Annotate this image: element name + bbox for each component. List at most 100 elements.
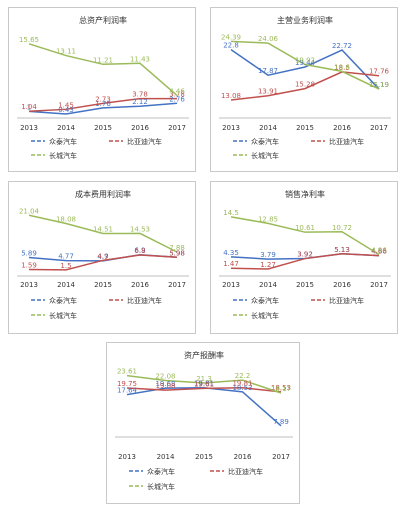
x-tick-label: 2017 xyxy=(370,281,388,289)
data-label: 18.5 xyxy=(334,64,350,72)
series-line-zhongtai xyxy=(28,102,178,115)
data-label: 19.08 xyxy=(155,382,175,390)
data-label: 5.98 xyxy=(169,249,185,257)
legend-label: 长城汽车 xyxy=(49,311,77,320)
data-label: 19.81 xyxy=(194,380,214,388)
x-tick-label: 2016 xyxy=(131,281,149,289)
series-line-byd xyxy=(126,386,282,393)
data-label: 19.68 xyxy=(155,380,175,388)
data-label: 1.45 xyxy=(58,101,74,109)
x-tick-label: 2013 xyxy=(222,124,240,132)
line-chart: 资产报酬率 2013 2014 2015 2016 2017 17.64 19.68 19.81… xyxy=(115,350,293,491)
line-chart: 成本费用利润率 2013 2014 2015 2016 2017 5.89 4.77 4.7 6.… xyxy=(17,189,189,320)
data-label: 1.76 xyxy=(95,100,111,108)
data-label: 19.92 xyxy=(295,57,315,65)
x-tick-label: 2014 xyxy=(57,281,75,289)
data-label: 23.61 xyxy=(117,368,137,376)
data-label: 7.89 xyxy=(273,418,289,426)
data-label: 21.3 xyxy=(196,375,212,383)
data-label: 10.61 xyxy=(295,224,315,232)
data-label: 6.9 xyxy=(134,247,145,255)
data-label: 3.92 xyxy=(297,251,313,259)
line-chart: 销售净利率 2013 2014 2015 2016 2017 4.35 3.79 3.92 5.1… xyxy=(219,189,391,320)
data-label: 5.98 xyxy=(169,249,185,257)
data-label: 18.17 xyxy=(271,385,291,393)
x-tick-label: 2013 xyxy=(20,124,38,132)
legend-label: 比亚迪汽车 xyxy=(329,296,364,305)
legend-zhongtai: 众泰汽车 xyxy=(31,137,77,146)
data-label: 15.65 xyxy=(19,36,39,44)
line-chart: 主营业务利润率 2013 2014 2015 2016 2017 22.8 17.87 19.4… xyxy=(219,15,391,160)
series-line-byd xyxy=(28,254,178,271)
series-line-greatwall xyxy=(28,214,178,253)
x-tick-label: 2016 xyxy=(333,281,351,289)
series-line-greatwall xyxy=(230,216,380,256)
data-label: 1.27 xyxy=(260,261,276,269)
x-tick-label: 2017 xyxy=(370,124,388,132)
data-label: 13.91 xyxy=(258,88,278,96)
legend-label: 众泰汽车 xyxy=(49,137,77,146)
data-label: 22.72 xyxy=(332,42,352,50)
chart-panel-net-sales-margin: 销售净利率 2013 2014 2015 2016 2017 4.35 3.79 3.92 5.1… xyxy=(210,181,398,334)
x-tick-label: 2015 xyxy=(94,281,112,289)
legend-byd: 比亚迪汽车 xyxy=(311,137,364,146)
series-line-greatwall xyxy=(28,43,178,97)
data-label: 15.19 xyxy=(369,81,389,89)
x-tick-label: 2015 xyxy=(195,453,213,461)
data-label: 5.13 xyxy=(334,246,350,254)
data-label: 12.85 xyxy=(258,215,278,223)
series-line-byd xyxy=(230,71,380,101)
chart-panel-cost-expense-profit: 成本费用利润率 2013 2014 2015 2016 2017 5.89 4.77 4.7 6.… xyxy=(8,181,196,334)
data-label: 2.76 xyxy=(169,95,185,103)
chart-panel-main-business-profit: 主营业务利润率 2013 2014 2015 2016 2017 22.8 17.87 19.4… xyxy=(210,7,398,172)
legend-greatwall: 长城汽车 xyxy=(233,151,279,160)
data-label: 18.6 xyxy=(334,63,350,71)
legend-label: 众泰汽车 xyxy=(251,296,279,305)
data-label: 14.5 xyxy=(223,209,239,217)
data-label: 22.8 xyxy=(223,42,239,50)
series-line-greatwall xyxy=(126,374,282,394)
data-label: 17.76 xyxy=(369,68,390,76)
legend-byd: 比亚迪汽车 xyxy=(109,296,162,305)
x-tick-label: 2017 xyxy=(168,124,186,132)
x-tick-label: 2014 xyxy=(57,124,75,132)
data-label: 4.66 xyxy=(371,248,387,256)
data-label: 24.39 xyxy=(221,33,241,41)
data-label: 7.88 xyxy=(169,244,185,252)
legend-label: 长城汽车 xyxy=(251,151,279,160)
data-label: 21.04 xyxy=(19,207,40,215)
data-label: 5.13 xyxy=(334,246,350,254)
data-label: 4.77 xyxy=(58,253,74,261)
x-tick-label: 2013 xyxy=(118,453,136,461)
data-label: 14.51 xyxy=(93,225,113,233)
series-line-byd xyxy=(28,97,177,112)
series-line-zhongtai xyxy=(126,386,282,427)
x-tick-label: 2017 xyxy=(168,281,186,289)
chart-title: 主营业务利润率 xyxy=(277,15,333,25)
series-line-greatwall xyxy=(230,40,380,90)
legend-label: 长城汽车 xyxy=(251,311,279,320)
line-chart: 总资产利润率 2013 2014 2015 2016 2017 1 0.43 1.76 2.12 2… xyxy=(17,15,189,160)
x-tick-label: 2016 xyxy=(131,124,149,132)
data-label: 1.04 xyxy=(21,103,37,111)
chart-panel-asset-return: 资产报酬率 2013 2014 2015 2016 2017 17.64 19.68 19.81… xyxy=(106,342,300,504)
legend-zhongtai: 众泰汽车 xyxy=(31,296,77,305)
data-label: 19.44 xyxy=(295,59,316,67)
data-label: 13.08 xyxy=(221,92,241,100)
series-line-zhongtai xyxy=(230,48,380,90)
data-label: 19.75 xyxy=(117,380,137,388)
data-label: 11.21 xyxy=(93,56,113,64)
legend-greatwall: 长城汽车 xyxy=(233,311,279,320)
legend-zhongtai: 众泰汽车 xyxy=(233,296,279,305)
x-tick-label: 2017 xyxy=(272,453,290,461)
legend-label: 众泰汽车 xyxy=(49,296,77,305)
chart-title: 销售净利率 xyxy=(285,189,325,199)
data-label: 17.87 xyxy=(258,67,278,75)
data-label: 24.06 xyxy=(258,35,279,43)
data-label: 19.61 xyxy=(194,380,214,388)
data-label: 19.81 xyxy=(232,380,252,388)
x-tick-label: 2014 xyxy=(259,281,277,289)
legend-byd: 比亚迪汽车 xyxy=(109,137,162,146)
data-label: 15.19 xyxy=(369,81,389,89)
data-label: 1 xyxy=(27,103,31,111)
